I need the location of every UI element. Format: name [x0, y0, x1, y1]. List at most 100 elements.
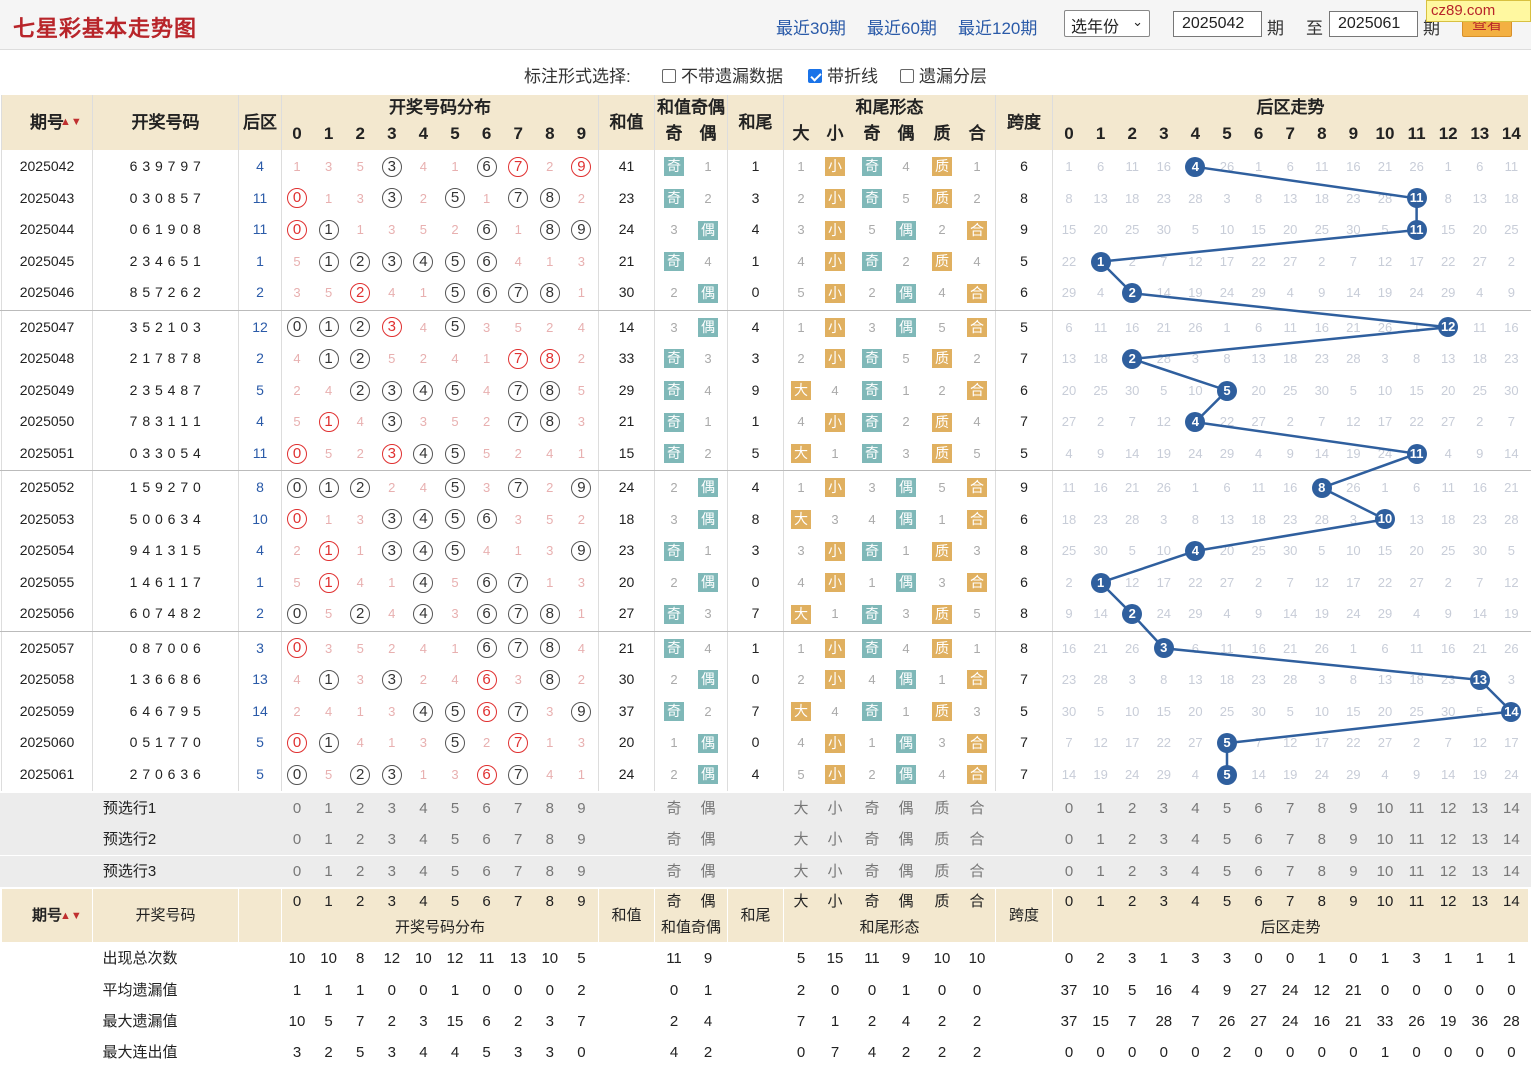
miss-value: 25	[1124, 222, 1140, 238]
issue-number: 2025056	[19, 605, 75, 622]
miss-value: 1	[388, 574, 396, 590]
nav-recent-30[interactable]: 最近30期	[776, 19, 846, 38]
miss-value: 2	[868, 285, 876, 301]
sort-icon[interactable]: ▲▼	[60, 116, 82, 128]
presel-even: 偶	[700, 799, 716, 817]
miss-value: 14	[1504, 445, 1519, 461]
presel-digit: 7	[514, 831, 523, 849]
issue-number: 2025047	[19, 318, 75, 335]
miss-value: 5	[1476, 703, 1484, 719]
form-tag: 合	[967, 573, 987, 593]
header-tail: 和尾	[738, 113, 773, 132]
nav-recent-60[interactable]: 最近60期	[867, 19, 937, 38]
miss-value: 4	[797, 574, 805, 590]
dist-ball: 8	[539, 669, 560, 690]
form-col-header: 奇	[863, 124, 881, 143]
presel-back: 13	[1471, 831, 1489, 849]
option-layered[interactable]: 遗漏分层	[900, 62, 987, 87]
stat-dist: 1	[292, 981, 302, 999]
back-ball: 4	[1185, 541, 1206, 561]
form-tag: 合	[967, 765, 987, 785]
miss-value: 4	[451, 672, 459, 688]
draw-numbers: 8 5 7 2 6 2	[129, 284, 202, 301]
miss-value: 22	[1219, 414, 1235, 430]
miss-value: 22	[1061, 253, 1077, 269]
presel-back: 0	[1064, 862, 1074, 880]
miss-value: 3	[1381, 351, 1389, 367]
option-polyline[interactable]: 带折线	[808, 62, 878, 87]
span-value: 6	[1020, 573, 1028, 590]
presel-back: 9	[1349, 831, 1358, 849]
stat-dist: 0	[545, 981, 554, 999]
to-issue-input[interactable]: 2025061	[1329, 11, 1418, 37]
form-tag: 质	[932, 157, 952, 177]
stat-dist: 5	[577, 950, 586, 968]
miss-value: 29	[1156, 766, 1172, 782]
miss-value: 9	[1412, 766, 1421, 782]
stat-dist: 4	[419, 1043, 428, 1061]
stat-dist: 11	[478, 950, 495, 968]
miss-value: 9	[1096, 445, 1105, 461]
stat-dist: 5	[324, 1012, 333, 1030]
stat-form: 11	[864, 950, 880, 968]
nav-recent-120[interactable]: 最近120期	[958, 19, 1038, 38]
presel-digit: 3	[387, 799, 396, 817]
miss-value: 1	[388, 735, 396, 751]
back-number: 4	[256, 158, 264, 174]
back-number: 2	[256, 605, 264, 622]
header-back-trend: 后区走势	[1256, 98, 1325, 117]
dist-ball: 7	[508, 604, 529, 625]
presel-back: 14	[1503, 831, 1520, 849]
miss-value: 1	[1065, 159, 1073, 174]
checkbox-layered[interactable]	[900, 69, 914, 83]
stat-back: 0	[1254, 950, 1263, 968]
miss-value: 3	[577, 735, 585, 751]
stat-dist: 6	[482, 1012, 491, 1030]
draw-numbers: 2 1 7 8 7 8	[129, 350, 202, 367]
miss-value: 25	[1440, 543, 1456, 559]
miss-value: 10	[1124, 703, 1140, 719]
presel-digit: 9	[577, 799, 586, 817]
miss-value: 15	[1440, 222, 1456, 238]
stat-back: 0	[1475, 981, 1484, 999]
miss-value: 23	[1346, 190, 1361, 206]
tail-value: 3	[751, 189, 760, 206]
presel-back: 4	[1191, 862, 1200, 880]
checkbox-polyline[interactable]	[808, 69, 822, 83]
back-ball: 3	[1153, 638, 1174, 659]
option-no-missing[interactable]: 不带遗漏数据	[662, 62, 783, 87]
stat-back: 1	[1380, 950, 1390, 968]
stat-label: 出现总次数	[102, 950, 178, 968]
miss-value: 2	[902, 253, 910, 269]
miss-value: 18	[1472, 351, 1488, 367]
miss-value: 4	[451, 351, 459, 367]
stat-back: 0	[1380, 981, 1390, 999]
back-number: 4	[256, 542, 264, 559]
miss-value: 5	[324, 445, 333, 461]
year-select[interactable]: 选年份 ⌄	[1064, 10, 1150, 37]
presel-digit: 0	[292, 862, 302, 880]
back-ball: 11	[1406, 188, 1427, 209]
stat-form: 7	[796, 1012, 806, 1030]
miss-value: 4	[902, 159, 910, 174]
sort-icon[interactable]: ▲▼	[60, 910, 82, 923]
presel-form: 小	[827, 831, 843, 849]
from-issue-input[interactable]: 2025042	[1173, 11, 1262, 37]
period-label-2: 期	[1423, 19, 1440, 38]
dist-ball: 4	[413, 572, 434, 593]
form-tag: 小	[825, 733, 845, 753]
sum-value: 20	[618, 573, 635, 590]
header-sum-oe: 和值奇偶	[657, 98, 725, 117]
span-value: 7	[1020, 765, 1028, 782]
miss-value: 3	[797, 543, 805, 559]
span-value: 6	[1020, 381, 1028, 398]
dist-ball: 7	[508, 380, 529, 401]
miss-value: 10	[1219, 222, 1235, 238]
miss-value: 3	[704, 606, 712, 622]
miss-value: 13	[1188, 672, 1203, 688]
miss-value: 19	[1504, 606, 1519, 622]
miss-value: 17	[1377, 414, 1393, 430]
checkbox-no-missing[interactable]	[662, 69, 676, 83]
dist-ball: 7	[508, 348, 529, 369]
stat-dist: 2	[387, 1012, 396, 1030]
